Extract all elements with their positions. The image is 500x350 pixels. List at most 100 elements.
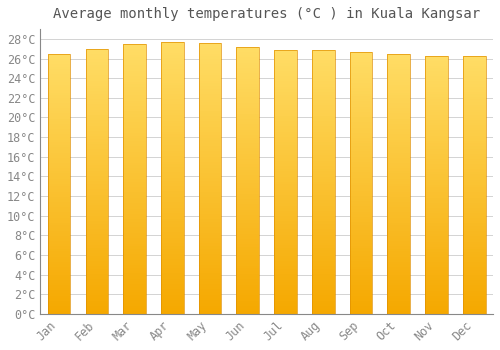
Bar (463, 244, 485, 247)
Bar (86, 264, 108, 266)
Bar (199, 165, 222, 168)
Bar (274, 92, 297, 94)
Bar (161, 270, 184, 273)
Bar (350, 298, 372, 301)
Bar (274, 63, 297, 65)
Bar (425, 89, 448, 92)
Bar (350, 120, 372, 122)
Bar (350, 240, 372, 243)
Bar (236, 132, 259, 135)
Bar (463, 74, 485, 76)
Bar (350, 52, 372, 54)
Bar (388, 111, 410, 113)
Bar (388, 194, 410, 197)
Bar (388, 272, 410, 275)
Bar (199, 187, 222, 189)
Bar (274, 258, 297, 261)
Bar (425, 61, 448, 63)
Bar (312, 277, 334, 280)
Bar (463, 267, 485, 270)
Bar (425, 177, 448, 180)
Bar (124, 65, 146, 68)
Bar (425, 224, 448, 226)
Bar (274, 108, 297, 111)
Bar (350, 272, 372, 274)
Bar (48, 254, 70, 257)
Bar (425, 244, 448, 247)
Bar (463, 286, 485, 288)
Bar (350, 214, 372, 217)
Bar (86, 131, 108, 134)
Bar (86, 213, 108, 216)
Bar (350, 117, 372, 120)
Bar (161, 205, 184, 208)
Bar (274, 153, 297, 155)
Bar (312, 198, 334, 200)
Bar (86, 189, 108, 192)
Bar (312, 84, 334, 87)
Bar (425, 278, 448, 280)
Bar (48, 270, 70, 272)
Bar (463, 290, 485, 293)
Bar (161, 50, 184, 53)
Bar (236, 186, 259, 188)
Bar (388, 199, 410, 202)
Bar (388, 56, 410, 59)
Bar (199, 83, 222, 86)
Bar (199, 46, 222, 48)
Bar (274, 274, 297, 277)
Bar (48, 160, 70, 163)
Bar (463, 311, 485, 314)
Bar (236, 111, 259, 113)
Bar (274, 118, 297, 121)
Bar (388, 103, 410, 106)
Bar (161, 202, 184, 205)
Bar (161, 227, 184, 230)
Bar (236, 287, 259, 290)
Bar (350, 274, 372, 277)
Bar (161, 102, 184, 104)
Bar (312, 153, 334, 155)
Bar (312, 65, 334, 68)
Bar (425, 151, 448, 154)
Bar (199, 197, 222, 200)
Bar (199, 43, 222, 314)
Bar (274, 103, 297, 105)
Bar (161, 298, 184, 300)
Bar (274, 198, 297, 200)
Bar (350, 280, 372, 282)
Bar (161, 276, 184, 279)
Bar (425, 239, 448, 241)
Bar (274, 287, 297, 290)
Bar (161, 83, 184, 85)
Bar (48, 75, 70, 77)
Bar (161, 134, 184, 137)
Bar (350, 235, 372, 238)
Bar (86, 245, 108, 247)
Bar (48, 153, 70, 155)
Bar (236, 55, 259, 57)
Bar (124, 68, 146, 71)
Bar (199, 59, 222, 62)
Bar (388, 64, 410, 66)
Bar (463, 84, 485, 86)
Bar (312, 205, 334, 208)
Bar (86, 110, 108, 112)
Bar (350, 135, 372, 138)
Bar (312, 103, 334, 105)
Bar (124, 146, 146, 149)
Bar (350, 130, 372, 133)
Bar (236, 255, 259, 258)
Bar (463, 270, 485, 273)
Bar (312, 193, 334, 195)
Bar (425, 56, 448, 314)
Bar (86, 168, 108, 171)
Bar (350, 65, 372, 68)
Bar (425, 138, 448, 141)
Bar (236, 282, 259, 285)
Bar (274, 282, 297, 285)
Bar (199, 254, 222, 257)
Bar (236, 191, 259, 194)
Bar (199, 43, 222, 46)
Bar (199, 86, 222, 89)
